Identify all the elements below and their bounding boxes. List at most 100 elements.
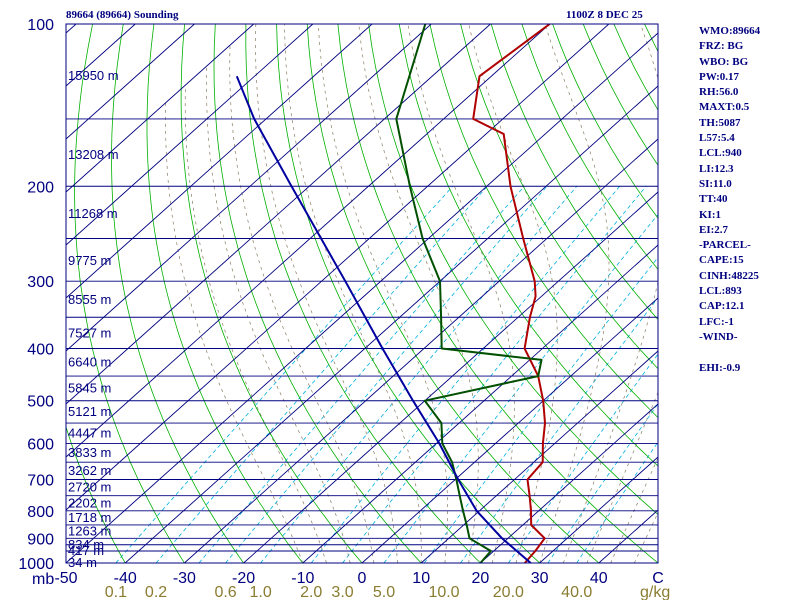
- isotherm: [66, 24, 314, 246]
- dewpoint-profile: [395, 24, 543, 563]
- index-line: TT:40: [699, 193, 728, 206]
- height-label: 13208 m: [68, 147, 119, 162]
- pressure-tick-label: 200: [27, 179, 54, 196]
- mixing-ratio-tick-label: 3.0: [331, 584, 353, 600]
- height-label: 5845 m: [68, 381, 111, 396]
- height-label: 6640 m: [68, 355, 111, 370]
- height-label: 34 m: [68, 555, 97, 570]
- isotherm: [66, 24, 491, 405]
- temperature-tick-label: C: [652, 570, 664, 587]
- index-line: PW:0.17: [699, 70, 740, 83]
- isotherm: [480, 403, 658, 563]
- index-line: MAXT:0.5: [699, 101, 750, 114]
- mixing-ratio-tick-label: 10.0: [428, 584, 459, 600]
- temperature-tick-label: -40: [114, 570, 137, 587]
- height-label: 8555 m: [68, 292, 111, 307]
- pressure-tick-label: 400: [27, 342, 54, 359]
- isotherm: [243, 191, 658, 563]
- index-line: CAP:12.1: [699, 300, 745, 313]
- index-line: [699, 345, 799, 360]
- mixing-ratio-tick-label: 0.6: [214, 584, 236, 600]
- height-label: 11268 m: [68, 206, 118, 221]
- index-line: CAPE:15: [699, 254, 744, 267]
- sounding-datetime: 1100Z 8 DEC 25: [566, 9, 643, 21]
- mixing-ratio-tick-label: 0.1: [105, 584, 127, 600]
- height-label: 2720 m: [68, 480, 111, 495]
- height-label: 417 m: [68, 543, 104, 558]
- temperature-tick-label: 20: [472, 570, 490, 587]
- mixing-ratio-tick-label: 5.0: [373, 584, 395, 600]
- index-line: LI:12.3: [699, 162, 734, 175]
- index-line: EHI:-0.9: [699, 361, 741, 374]
- mixing-ratio-line: [310, 186, 621, 563]
- mixing-ratio-tick-label: 0.2: [145, 584, 167, 600]
- isotherm: [361, 297, 658, 563]
- index-line: CINH:48225: [699, 269, 759, 282]
- isotherm: [539, 456, 658, 563]
- height-label: 834 m: [68, 537, 104, 552]
- temperature-tick-label: -10: [291, 570, 314, 587]
- temperature-tick-label: 10: [412, 570, 430, 587]
- height-label: 4447 m: [68, 425, 111, 440]
- plot-frame: [65, 23, 659, 564]
- index-line: LFC:-1: [699, 315, 734, 328]
- pressure-axis-labels: 100 200 300 400 500 600 700 800 900 1000: [18, 17, 54, 573]
- height-label: 1718 m: [68, 510, 111, 525]
- temperature-axis-labels: -50 -40 -30 -20 -10 0 10 20 30 40 C: [54, 570, 663, 587]
- temperature-tick-label: 40: [590, 570, 608, 587]
- index-line: KI:1: [699, 208, 721, 221]
- pressure-tick-label: 700: [27, 473, 54, 490]
- isotherm: [420, 350, 658, 563]
- index-line: FRZ: BG: [699, 40, 744, 53]
- index-line: L57:5.4: [699, 132, 735, 145]
- isotherm: [66, 24, 254, 193]
- indices-panel: WMO:89664 FRZ: BG WBO: BG PW:0.17 RH:56.0 MAX…: [699, 24, 799, 376]
- parcel-profile: [235, 75, 532, 563]
- temperature-tick-label: 30: [531, 570, 549, 587]
- temperature-tick-label: 0: [358, 570, 367, 587]
- temperature-profile: [472, 24, 551, 563]
- mixing-ratio-tick-label: 1.0: [249, 584, 271, 600]
- isotherm: [124, 85, 658, 563]
- height-label: 7527 m: [68, 325, 111, 340]
- height-label: 3262 m: [68, 463, 111, 478]
- index-line: EI:2.7: [699, 223, 729, 236]
- isotherm: [302, 244, 658, 563]
- pressure-tick-label: 500: [27, 394, 54, 411]
- mixing-ratio-labels: 0.1 0.2 0.6 1.0 2.0 3.0 5.0 10.0 20.0 40.0: [105, 584, 593, 600]
- height-label: 2202 m: [68, 495, 111, 510]
- index-line: -PARCEL-: [699, 239, 751, 252]
- mixing-ratio-tick-label: 2.0: [300, 584, 322, 600]
- mixing-ratio-line: [342, 186, 647, 563]
- pressure-tick-label: 900: [27, 531, 54, 548]
- height-label: 15950 m: [68, 68, 119, 83]
- isotherm: [66, 24, 610, 511]
- isotherm: [66, 24, 373, 299]
- mixing-ratio-tick-label: 40.0: [561, 584, 592, 600]
- index-line: LCL:940: [699, 147, 742, 160]
- temperature-tick-label: -50: [54, 570, 77, 587]
- mixing-ratio-line: [115, 186, 453, 563]
- pressure-unit-label: mb: [32, 571, 54, 588]
- height-label: 9775 m: [68, 253, 111, 268]
- index-line: WBO: BG: [699, 55, 749, 68]
- plot-background: [66, 24, 658, 563]
- pressure-tick-label: 300: [27, 274, 54, 291]
- pressure-tick-label: 100: [27, 17, 54, 34]
- index-line: -WIND-: [699, 330, 738, 343]
- isotherm: [66, 24, 195, 140]
- temperature-tick-label: -20: [232, 570, 255, 587]
- pressure-tick-label: 1000: [18, 556, 54, 573]
- height-label: 1263 m: [68, 524, 111, 539]
- mixing-ratio-tick-label: 20.0: [493, 584, 524, 600]
- height-label: 3833 m: [68, 445, 111, 460]
- mixing-ratio-unit-label: g/kg: [640, 584, 670, 600]
- station-title: 89664 (89664) Sounding: [66, 9, 179, 21]
- isotherm: [66, 24, 432, 352]
- index-line: TH:5087: [699, 116, 741, 129]
- index-line: RH:56.0: [699, 86, 739, 99]
- background-grid: [66, 24, 658, 563]
- index-line: WMO:89664: [699, 25, 761, 37]
